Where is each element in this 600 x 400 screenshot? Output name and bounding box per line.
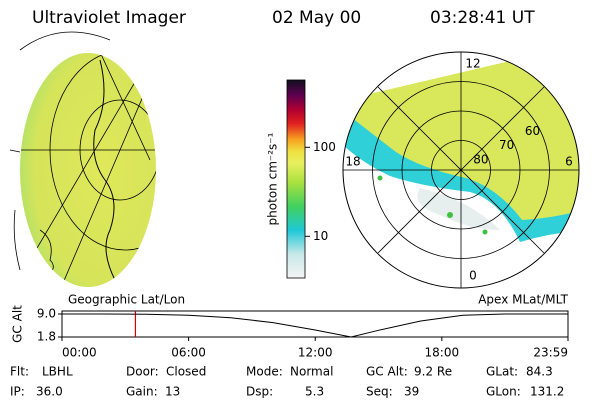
status-label: Dsp: xyxy=(246,385,273,399)
x-tick-label: 06:00 xyxy=(171,346,206,360)
y-tick-label: 9.0 xyxy=(37,307,56,321)
x-tick-label: 18:00 xyxy=(425,346,460,360)
colorbar-tick-label: 100 xyxy=(313,140,336,154)
geo-label: Geographic Lat/Lon xyxy=(68,293,185,307)
title: Ultraviolet Imager xyxy=(32,8,186,28)
mlt-label: 12 xyxy=(465,57,480,71)
altitude-ylabel: GC Alt xyxy=(11,305,25,343)
status-label: Seq: xyxy=(366,385,393,399)
status-value: 36.0 xyxy=(36,385,63,399)
status-label: IP: xyxy=(10,385,25,399)
x-tick-label: 23:59 xyxy=(533,346,568,360)
status-label: GLon: xyxy=(486,385,521,399)
colorbar-tick-label: 10 xyxy=(313,229,328,243)
date: 02 May 00 xyxy=(272,8,361,28)
lat-ring xyxy=(372,81,550,259)
time: 03:28:41 UT xyxy=(430,8,535,28)
status-value: 9.2 Re xyxy=(414,365,452,379)
status-label: Gain: xyxy=(126,385,158,399)
mlt-label: 6 xyxy=(565,155,573,169)
mlt-label: 0 xyxy=(469,269,477,283)
status-label: Door: xyxy=(126,365,159,379)
status-label: Mode: xyxy=(246,365,283,379)
y-tick-label: 1.8 xyxy=(37,330,56,344)
geo-image xyxy=(9,31,156,287)
polar-image xyxy=(342,51,580,289)
polar-label: Apex MLat/MLT xyxy=(478,293,568,307)
status-label: Flt: xyxy=(10,365,29,379)
status-value: LBHL xyxy=(42,365,73,379)
status-value: Normal xyxy=(290,365,333,379)
status-value: Closed xyxy=(166,365,206,379)
altitude-line xyxy=(62,313,568,338)
status-label: GLat: xyxy=(486,365,518,379)
status-value: 39 xyxy=(404,385,419,399)
status-value: 84.3 xyxy=(526,365,553,379)
lat-ring xyxy=(431,140,491,200)
mlt-label: 18 xyxy=(345,155,360,169)
status-value: 5.3 xyxy=(305,385,324,399)
lat-ring-label: 80 xyxy=(473,152,488,166)
status-label: GC Alt: xyxy=(366,365,408,379)
colorbar-label: photon cm⁻²s⁻¹ xyxy=(266,132,280,225)
x-tick-label: 00:00 xyxy=(62,346,97,360)
lat-ring-label: 60 xyxy=(525,124,540,138)
status-value: 131.2 xyxy=(530,385,564,399)
lat-ring-label: 70 xyxy=(499,138,514,152)
colorbar xyxy=(286,79,306,279)
lat-ring xyxy=(401,110,521,230)
x-tick-label: 12:00 xyxy=(298,346,333,360)
status-value: 13 xyxy=(165,385,180,399)
